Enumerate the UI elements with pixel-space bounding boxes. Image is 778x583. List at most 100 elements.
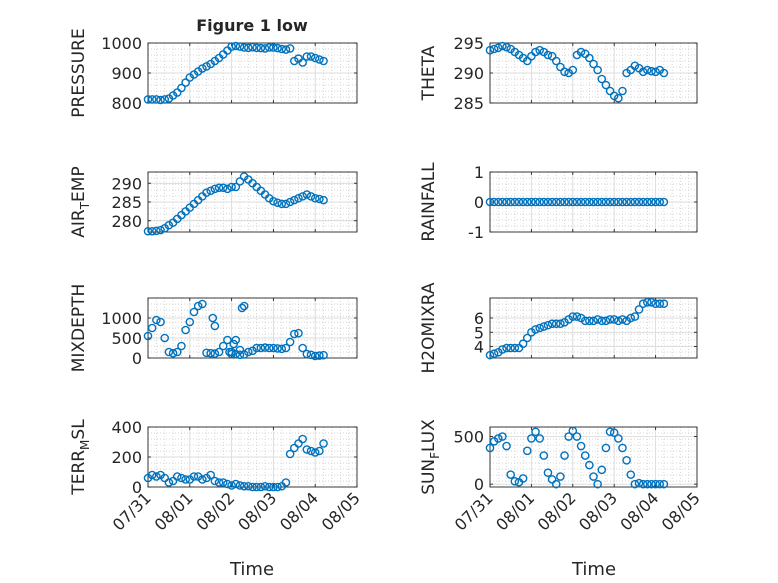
data-point xyxy=(289,195,299,205)
data-point xyxy=(168,348,178,358)
data-point xyxy=(589,197,598,207)
data-point xyxy=(506,470,516,479)
data-point xyxy=(218,478,228,487)
data-point xyxy=(264,43,274,52)
data-point xyxy=(597,197,607,207)
data-point xyxy=(535,434,544,443)
data-point xyxy=(147,226,157,236)
data-point xyxy=(147,323,157,333)
y-axis-label: H2OMIXRA xyxy=(419,282,439,373)
data-point xyxy=(514,197,524,207)
data-point xyxy=(531,427,540,437)
tick-marks xyxy=(147,172,358,232)
data-point xyxy=(489,349,499,359)
data-point xyxy=(264,482,274,492)
data-point xyxy=(609,91,619,101)
data-point xyxy=(647,66,656,76)
y-tick-label: 1000 xyxy=(101,34,142,53)
series-markers xyxy=(485,41,669,103)
y-tick-label: 0 xyxy=(474,475,484,494)
data-point xyxy=(198,64,207,73)
data-point xyxy=(605,315,615,324)
data-point xyxy=(244,481,253,491)
data-point xyxy=(585,316,594,326)
data-point xyxy=(225,347,234,357)
y-tick-label: 400 xyxy=(111,418,142,437)
data-point xyxy=(315,194,324,204)
data-point xyxy=(285,449,295,459)
axes-box xyxy=(489,426,698,488)
data-point xyxy=(310,448,320,457)
data-point xyxy=(572,312,582,321)
subplot-8: 0 500 SUNFLUX 07/3108/0108/0208/0308/0408/0… xyxy=(419,419,704,535)
data-point xyxy=(609,315,619,324)
data-point xyxy=(218,341,228,351)
data-point xyxy=(485,197,495,207)
data-point xyxy=(539,322,549,331)
data-point xyxy=(543,197,553,207)
data-point xyxy=(589,59,598,69)
x-tick-label: 08/02 xyxy=(192,488,238,534)
data-point xyxy=(235,481,245,490)
data-point xyxy=(618,86,627,96)
data-point xyxy=(576,197,586,207)
data-point xyxy=(227,349,236,359)
data-point xyxy=(551,56,561,66)
data-point xyxy=(218,183,228,193)
tick-marks xyxy=(489,42,698,104)
data-point xyxy=(202,348,211,358)
data-point xyxy=(522,56,532,66)
data-point xyxy=(256,482,266,492)
data-point xyxy=(237,303,247,313)
data-point xyxy=(655,479,665,489)
data-point xyxy=(172,347,182,357)
data-point xyxy=(315,55,324,64)
data-point xyxy=(198,299,207,309)
data-point xyxy=(248,482,257,492)
data-point xyxy=(177,473,186,483)
data-point xyxy=(601,197,611,207)
x-tick-label: 08/01 xyxy=(151,488,197,534)
data-point xyxy=(647,479,656,489)
data-point xyxy=(498,197,507,207)
data-point xyxy=(285,337,295,347)
x-tick-label: 08/05 xyxy=(318,488,364,534)
data-point xyxy=(651,299,660,309)
data-point xyxy=(294,439,303,448)
data-point xyxy=(231,41,241,51)
y-tick-label: 5 xyxy=(474,323,484,342)
data-point xyxy=(527,197,536,207)
data-point xyxy=(498,41,507,51)
x-axis-label-left: Time xyxy=(229,559,274,580)
data-point xyxy=(618,443,627,453)
data-point xyxy=(626,197,636,207)
data-point xyxy=(485,45,495,55)
data-point xyxy=(210,476,220,486)
data-point xyxy=(643,197,652,207)
data-point xyxy=(518,339,528,349)
data-point xyxy=(289,56,299,66)
data-point xyxy=(518,197,528,207)
data-point xyxy=(651,479,660,489)
y-axis-label: THETA xyxy=(419,45,439,101)
data-point xyxy=(531,197,540,207)
data-point xyxy=(551,479,561,489)
data-point xyxy=(147,470,157,480)
data-point xyxy=(214,183,224,193)
data-point xyxy=(252,482,261,492)
data-point xyxy=(160,333,170,343)
data-point xyxy=(601,316,611,326)
data-point xyxy=(269,343,278,353)
data-point xyxy=(510,343,520,353)
y-tick-label: 500 xyxy=(453,428,484,447)
data-point xyxy=(651,67,660,77)
data-point xyxy=(485,443,495,453)
data-point xyxy=(564,197,573,207)
subplot-6: 456 H2OMIXRA xyxy=(419,282,698,374)
data-point xyxy=(181,475,190,484)
data-point xyxy=(551,197,561,207)
data-point xyxy=(206,186,215,196)
data-point xyxy=(239,43,249,52)
series-markers xyxy=(143,172,328,236)
data-point xyxy=(485,350,495,360)
